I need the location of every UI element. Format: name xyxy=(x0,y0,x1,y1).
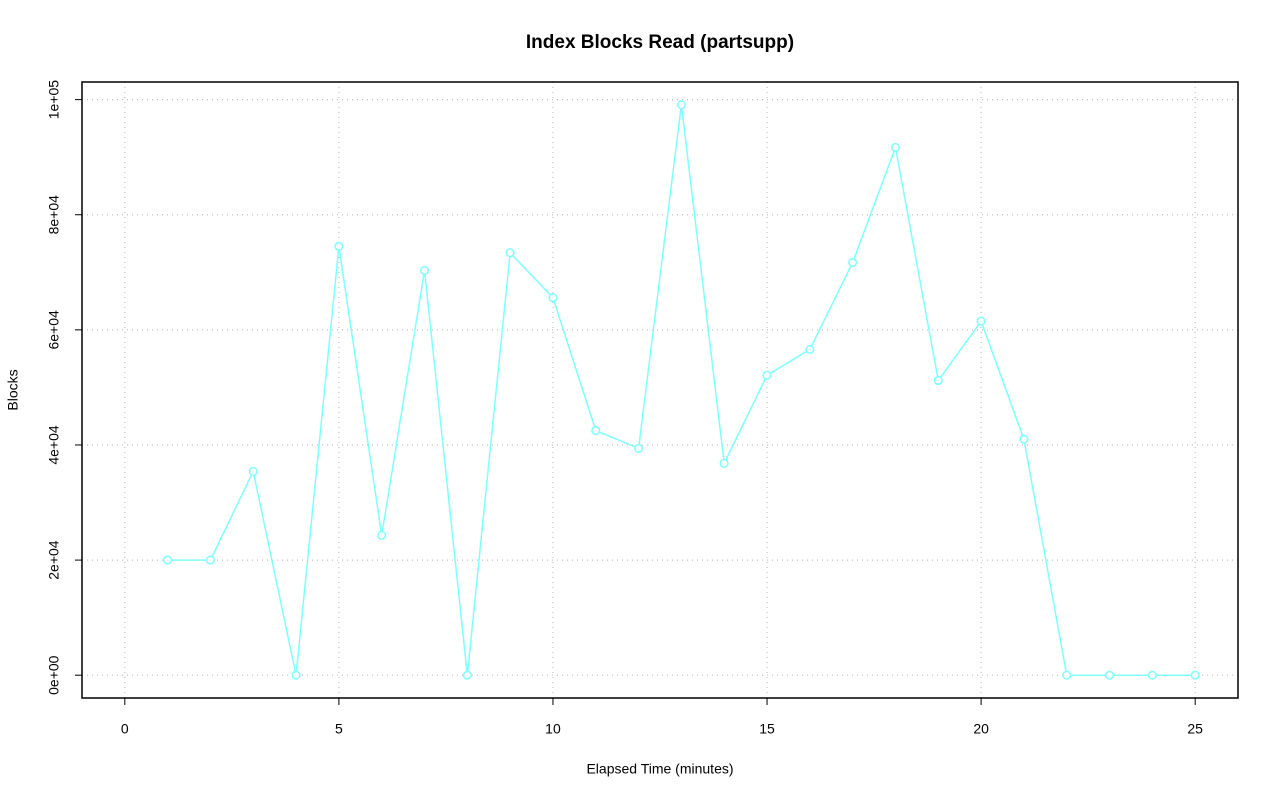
data-point xyxy=(462,670,472,680)
y-tick-label: 6e+04 xyxy=(46,310,62,350)
data-point xyxy=(205,555,215,565)
x-tick-label: 20 xyxy=(973,721,989,737)
data-point xyxy=(676,100,686,110)
plot-frame xyxy=(81,81,1239,699)
data-point xyxy=(976,316,986,326)
data-point xyxy=(505,248,515,258)
data-point xyxy=(1062,670,1072,680)
x-tick-label: 10 xyxy=(545,721,561,737)
data-point xyxy=(1147,670,1157,680)
data-point xyxy=(848,257,858,268)
data-point xyxy=(1105,670,1115,680)
data-point xyxy=(634,443,644,453)
data-point xyxy=(377,530,387,540)
data-point xyxy=(1190,670,1200,680)
x-tick-label: 25 xyxy=(1187,721,1203,737)
x-tick-label: 0 xyxy=(121,721,129,737)
data-point xyxy=(762,370,772,380)
data-point xyxy=(419,266,430,276)
y-tick-label: 2e+04 xyxy=(46,540,62,580)
data-point xyxy=(805,344,815,354)
series-line xyxy=(167,104,1196,676)
y-axis-label: Blocks xyxy=(5,369,21,410)
y-tick-label: 0e+00 xyxy=(46,655,62,695)
y-tick-label: 4e+04 xyxy=(46,425,62,465)
data-point xyxy=(933,375,943,386)
data-point xyxy=(163,555,173,565)
y-tick-label: 1e+05 xyxy=(46,80,62,120)
x-tick-label: 15 xyxy=(759,721,775,737)
data-point xyxy=(1019,434,1029,444)
chart-title: Index Blocks Read (partsupp) xyxy=(526,32,794,53)
data-point xyxy=(334,241,344,251)
data-point xyxy=(291,670,301,680)
y-tick-label: 8e+04 xyxy=(46,195,62,235)
data-point xyxy=(548,293,558,303)
data-point xyxy=(591,426,601,436)
data-point xyxy=(719,458,729,468)
x-axis-label: Elapsed Time (minutes) xyxy=(586,761,733,777)
data-point xyxy=(890,142,901,152)
x-tick-label: 5 xyxy=(335,721,343,737)
data-point xyxy=(248,466,258,476)
